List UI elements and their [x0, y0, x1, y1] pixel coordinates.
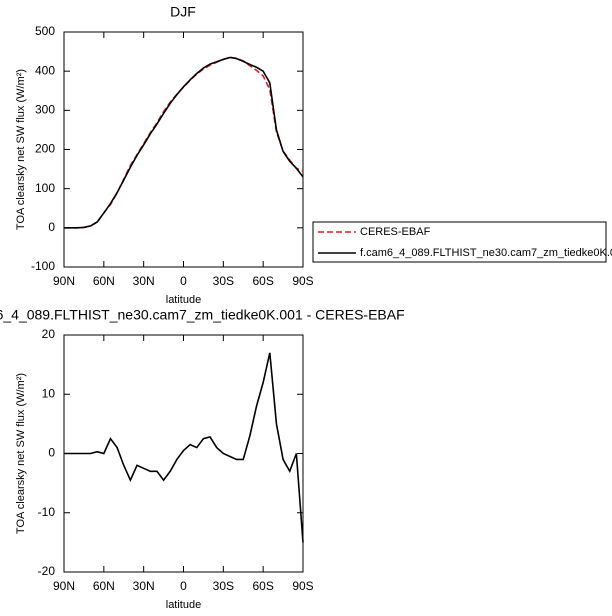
x-tick-label: 90N [53, 274, 75, 288]
legend-label: f.cam6_4_089.FLTHIST_ne30.cam7_zm_tiedke… [360, 247, 612, 259]
chart-title: f.cam6_4_089.FLTHIST_ne30.cam7_zm_tiedke… [0, 307, 405, 323]
plot-frame [63, 31, 304, 268]
x-tick-label: 90N [53, 579, 75, 593]
plot-frame [63, 334, 304, 573]
y-tick-label: -20 [38, 564, 56, 578]
x-tick-label: 30S [213, 579, 234, 593]
x-tick-label: 60S [252, 274, 273, 288]
legend-label: CERES-EBAF [360, 226, 431, 238]
y-axis-label: TOA clearsky net SW flux (W/m²) [15, 373, 27, 534]
x-axis-label: latitude [166, 599, 201, 611]
y-tick-label: 10 [42, 386, 56, 400]
x-tick-label: 0 [180, 274, 187, 288]
y-tick-label: 100 [35, 181, 55, 195]
y-tick-label: -100 [31, 259, 55, 273]
y-axis-label: TOA clearsky net SW flux (W/m²) [15, 69, 27, 230]
y-tick-label: 200 [35, 142, 55, 156]
legend-box [312, 221, 607, 263]
x-axis-label: latitude [166, 294, 201, 306]
series-line [64, 56, 304, 229]
y-tick-label: -10 [38, 505, 56, 519]
x-tick-label: 30N [133, 579, 155, 593]
x-tick-label: 60N [93, 274, 115, 288]
x-tick-label: 60N [93, 579, 115, 593]
y-tick-label: 0 [48, 220, 55, 234]
x-tick-label: 90S [292, 274, 313, 288]
x-tick-label: 0 [180, 579, 187, 593]
y-tick-label: 500 [35, 24, 55, 38]
series-line [64, 56, 304, 229]
series-line [64, 352, 304, 543]
x-tick-label: 60S [252, 579, 273, 593]
y-tick-label: 20 [42, 327, 56, 341]
x-tick-label: 90S [292, 579, 313, 593]
chart-title: DJF [170, 4, 196, 20]
x-tick-label: 30N [133, 274, 155, 288]
x-tick-label: 30S [213, 274, 234, 288]
y-tick-label: 300 [35, 103, 55, 117]
y-tick-label: 0 [48, 446, 55, 460]
y-tick-label: 400 [35, 63, 55, 77]
